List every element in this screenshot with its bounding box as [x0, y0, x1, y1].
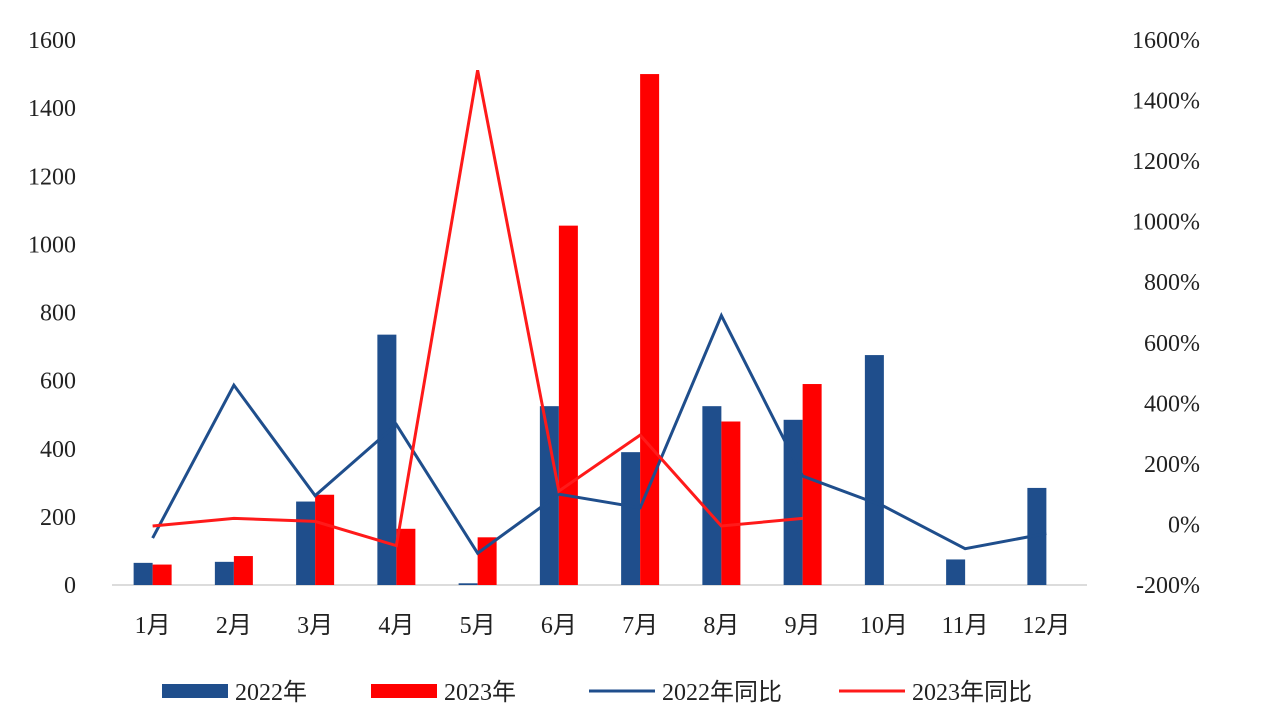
bar — [946, 559, 966, 585]
bars — [133, 74, 1047, 585]
bar — [152, 564, 172, 585]
x-tick-label: 2月 — [216, 613, 252, 639]
right-tick-label: 200% — [1144, 452, 1200, 478]
bar — [396, 528, 416, 585]
lines — [151, 69, 1047, 556]
left-tick-label: 0 — [64, 573, 76, 599]
x-tick-label: 5月 — [460, 613, 496, 639]
legend-label: 2022年 — [235, 679, 307, 706]
right-tick-label: 0% — [1168, 512, 1200, 538]
left-axis-ticks: 0 200 400 600 800 1000 1200 1400 1600 — [28, 28, 76, 599]
bar — [377, 334, 397, 585]
legend-label: 2023年同比 — [912, 679, 1032, 706]
category-labels: 1月 2月 3月 4月 5月 6月 7月 8月 9月 10月 11月 12月 — [135, 613, 1071, 639]
bar — [864, 355, 884, 585]
x-tick-label: 7月 — [622, 613, 658, 639]
left-tick-label: 1000 — [28, 232, 76, 258]
right-tick-label: 1600% — [1132, 28, 1200, 54]
x-tick-label: 10月 — [860, 613, 908, 639]
x-tick-label: 3月 — [297, 613, 333, 639]
left-tick-label: 1400 — [28, 96, 76, 122]
bar — [621, 452, 641, 585]
left-tick-label: 400 — [40, 437, 76, 463]
right-tick-label: 600% — [1144, 331, 1200, 357]
bar — [296, 501, 316, 585]
bar — [558, 225, 578, 585]
x-tick-label: 12月 — [1022, 613, 1070, 639]
x-tick-label: 11月 — [942, 613, 989, 639]
bar — [214, 561, 234, 585]
left-tick-label: 200 — [40, 505, 76, 531]
bar — [458, 583, 478, 585]
legend-swatch — [162, 684, 228, 698]
x-tick-label: 1月 — [135, 613, 171, 639]
legend-label: 2023年 — [444, 679, 516, 706]
right-tick-label: 400% — [1144, 391, 1200, 417]
x-tick-label: 8月 — [703, 613, 739, 639]
x-tick-label: 9月 — [785, 613, 821, 639]
bar — [802, 384, 822, 585]
x-tick-label: 6月 — [541, 613, 577, 639]
left-tick-label: 1600 — [28, 28, 76, 54]
left-tick-label: 1200 — [28, 164, 76, 190]
series-line — [152, 69, 803, 548]
series-line — [151, 311, 1047, 556]
right-tick-label: 1000% — [1132, 210, 1200, 236]
legend: 2022年 2023年 2022年同比 2023年同比 — [162, 679, 1032, 706]
legend-label: 2022年同比 — [662, 679, 782, 706]
x-tick-label: 4月 — [378, 613, 414, 639]
bar — [233, 556, 253, 585]
right-tick-label: 1400% — [1132, 89, 1200, 115]
legend-swatch — [371, 684, 437, 698]
bar — [539, 406, 559, 585]
bar — [721, 421, 741, 585]
left-tick-label: 800 — [40, 301, 76, 327]
right-axis-ticks: -200% 0% 200% 400% 600% 800% 1000% 1200% 1400% 16… — [1132, 28, 1200, 599]
bar — [702, 406, 722, 585]
left-tick-label: 600 — [40, 369, 76, 395]
right-tick-label: 1200% — [1132, 149, 1200, 175]
bar — [640, 74, 660, 585]
right-tick-label: 800% — [1144, 270, 1200, 296]
bar — [133, 562, 153, 585]
bar — [315, 494, 335, 585]
bar — [783, 419, 803, 585]
right-tick-label: -200% — [1136, 573, 1200, 599]
